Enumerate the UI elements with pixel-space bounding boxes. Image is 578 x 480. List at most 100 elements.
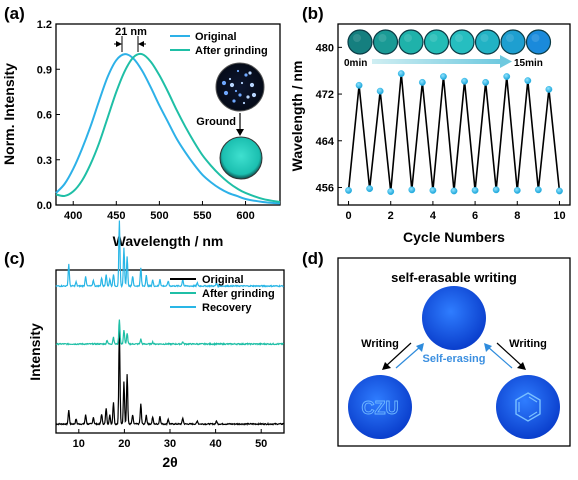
sample-photo-highlight [404, 34, 412, 42]
y-tick-label: 1.2 [37, 19, 52, 31]
right-arrow-pair [484, 342, 526, 370]
sample-photo-highlight [353, 34, 361, 42]
pattern-original [55, 328, 284, 426]
data-point [387, 188, 395, 195]
data-point [482, 78, 490, 86]
pattern-after-grinding [55, 319, 284, 347]
y-tick-label: 456 [316, 182, 334, 194]
time-arrow [372, 55, 512, 68]
czu-disc [348, 375, 412, 439]
time-end-label: 15min [514, 58, 543, 69]
panel-b-xlabel: Cycle Numbers [403, 229, 505, 245]
y-tick-label: 0.0 [37, 200, 52, 212]
panel-a-label: (a) [4, 4, 25, 23]
sample-photo [372, 29, 399, 55]
panel-a-ylabel: Norm. Intensity [1, 63, 17, 165]
panel-c-legend: Original After grinding Recovery [170, 274, 275, 314]
data-point [376, 87, 384, 95]
data-point [345, 187, 352, 194]
y-tick-label: 472 [316, 89, 334, 101]
data-point [366, 185, 374, 193]
x-tick-label: 6 [472, 210, 478, 222]
panel-a: (a) 400 450 500 550 600 0.0 0.3 0.6 0.9 1.2 Wavel… [1, 4, 281, 249]
legend-label-recovery: Recovery [202, 302, 252, 314]
x-tick-label: 4 [430, 210, 437, 222]
sample-photo [398, 29, 424, 55]
x-tick-label: 10 [73, 438, 85, 450]
x-tick-label: 400 [64, 210, 82, 222]
data-point [492, 186, 500, 194]
sample-photo [474, 29, 501, 55]
right-writing-label: Writing [509, 338, 547, 350]
legend-label-original: Original [202, 274, 244, 286]
panel-a-curves [55, 52, 281, 205]
crystal-speck [221, 80, 227, 86]
self-erasable-writing-title: self-erasable writing [391, 270, 517, 285]
panel-b: (b) 0min 15min 0 2 4 6 8 10 456 464 472 480 Cycle… [289, 4, 571, 245]
crystal-speck [236, 69, 240, 73]
sample-photo [347, 29, 373, 55]
data-point [418, 78, 426, 86]
data-point [503, 73, 511, 80]
panel-c-xlabel: 2θ [162, 454, 177, 470]
panel-c: (c) 10 20 30 40 50 2θ Intensity Original Aft… [4, 220, 285, 470]
x-tick-label: 20 [118, 438, 130, 450]
panel-b-label: (b) [302, 4, 324, 23]
sample-photo-highlight [429, 34, 438, 42]
inset-crystals-photo [215, 62, 265, 112]
y-tick-label: 480 [316, 42, 334, 54]
crystal-speck [238, 93, 242, 97]
crystal-speck [229, 82, 235, 88]
data-point [513, 187, 521, 194]
panel-b-series [345, 70, 563, 195]
czu-written-text: CZU [362, 398, 399, 418]
x-tick-label: 500 [150, 210, 168, 222]
data-point [534, 186, 542, 194]
data-point [397, 70, 405, 78]
crystal-speck [244, 73, 248, 77]
peak-shift-annotation: 21 nm [114, 26, 147, 52]
panel-c-curves [55, 220, 284, 426]
sample-photo [525, 29, 552, 55]
y-tick-label: 0.3 [37, 155, 52, 167]
data-point [471, 187, 479, 194]
crystal-speck [251, 92, 257, 98]
data-point [355, 81, 363, 89]
crystal-speck [240, 81, 244, 85]
crystal-speck [234, 89, 238, 93]
photo-strip [347, 29, 552, 55]
crystal-speck [246, 95, 250, 99]
left-arrow-pair [382, 342, 424, 370]
crystals-disc [215, 62, 265, 112]
panel-b-frame [337, 23, 571, 206]
legend-label-after-grinding: After grinding [195, 45, 268, 57]
sample-photo [449, 29, 475, 55]
y-tick-label: 0.6 [37, 110, 52, 122]
crystal-speck [228, 77, 232, 81]
crystal-speckles [221, 69, 257, 105]
self-erasing-label: Self-erasing [423, 353, 486, 365]
panel-a-axes: 400 450 500 550 600 0.0 0.3 0.6 0.9 1.2 [37, 19, 255, 222]
sample-photo-highlight [378, 34, 387, 42]
peak-shift-label: 21 nm [115, 26, 147, 38]
x-tick-label: 600 [236, 210, 254, 222]
crystal-speck [223, 90, 229, 96]
sample-photo-highlight [480, 34, 489, 42]
data-point [556, 187, 563, 195]
benzene-disc [496, 375, 560, 439]
data-point [461, 77, 468, 85]
crystal-speck [232, 99, 236, 103]
data-point [524, 77, 532, 85]
crystal-speck [249, 82, 255, 88]
data-point [440, 73, 447, 80]
x-tick-label: 10 [553, 210, 565, 222]
x-tick-label: 0 [345, 210, 351, 222]
legend-label-original: Original [195, 31, 237, 43]
panel-d-label: (d) [302, 249, 324, 268]
x-tick-label: 2 [388, 210, 394, 222]
x-tick-label: 8 [514, 210, 520, 222]
sample-photo [500, 29, 526, 55]
series-line-original [55, 53, 281, 205]
x-tick-label: 450 [107, 210, 125, 222]
legend-label-after-grinding: After grinding [202, 288, 275, 300]
